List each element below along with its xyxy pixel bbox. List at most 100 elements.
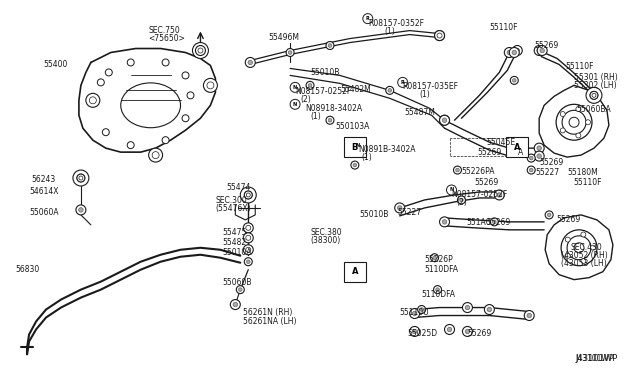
- Text: SEC.300: SEC.300: [216, 196, 247, 205]
- Text: 55269: 55269: [556, 215, 580, 224]
- Circle shape: [412, 311, 417, 316]
- Circle shape: [460, 198, 463, 202]
- Circle shape: [537, 48, 541, 53]
- Circle shape: [547, 213, 551, 217]
- FancyBboxPatch shape: [344, 262, 366, 282]
- Circle shape: [127, 142, 134, 149]
- Text: R: R: [366, 16, 370, 21]
- Circle shape: [497, 193, 502, 197]
- Circle shape: [590, 92, 598, 99]
- Circle shape: [562, 110, 586, 134]
- Text: 55226P: 55226P: [424, 255, 453, 264]
- Circle shape: [456, 168, 460, 172]
- Circle shape: [560, 128, 565, 133]
- Text: 55110F: 55110F: [565, 62, 593, 71]
- Circle shape: [290, 99, 300, 109]
- Circle shape: [576, 106, 581, 112]
- Circle shape: [230, 299, 240, 310]
- Circle shape: [527, 154, 535, 162]
- Circle shape: [152, 152, 159, 158]
- Circle shape: [162, 137, 169, 144]
- Circle shape: [418, 305, 426, 314]
- Circle shape: [433, 286, 442, 294]
- Circle shape: [591, 245, 595, 250]
- Text: 56830: 56830: [15, 265, 40, 274]
- Text: A: A: [351, 267, 358, 276]
- Circle shape: [487, 307, 492, 312]
- Circle shape: [431, 254, 438, 262]
- Circle shape: [196, 46, 204, 54]
- Text: B: B: [352, 142, 358, 152]
- Circle shape: [490, 218, 499, 226]
- Text: 55269: 55269: [477, 148, 502, 157]
- Circle shape: [567, 236, 591, 260]
- Text: N0891B-3402A: N0891B-3402A: [358, 145, 415, 154]
- Text: SEC.750: SEC.750: [148, 26, 180, 35]
- Circle shape: [465, 305, 470, 310]
- Text: A: A: [514, 142, 520, 152]
- Circle shape: [569, 117, 579, 127]
- Text: J43101WP: J43101WP: [575, 355, 618, 363]
- Circle shape: [127, 59, 134, 66]
- Text: 55474: 55474: [227, 183, 251, 192]
- Circle shape: [440, 217, 449, 227]
- Circle shape: [581, 232, 586, 237]
- Circle shape: [463, 302, 472, 312]
- Text: (43052 (RH): (43052 (RH): [561, 251, 608, 260]
- Circle shape: [509, 48, 519, 58]
- Circle shape: [436, 288, 439, 291]
- Circle shape: [244, 191, 252, 199]
- Text: 56243: 56243: [31, 175, 55, 184]
- Circle shape: [465, 329, 470, 334]
- Text: 55487M: 55487M: [404, 108, 436, 117]
- Circle shape: [86, 93, 100, 107]
- Circle shape: [527, 313, 531, 318]
- Circle shape: [458, 196, 465, 204]
- Circle shape: [148, 148, 163, 162]
- Text: 550103A: 550103A: [335, 122, 369, 131]
- Circle shape: [545, 211, 553, 219]
- Circle shape: [244, 258, 252, 266]
- Circle shape: [395, 203, 404, 213]
- Circle shape: [77, 174, 85, 182]
- Circle shape: [565, 237, 570, 242]
- Circle shape: [79, 176, 83, 180]
- Text: 55180M: 55180M: [567, 168, 598, 177]
- Circle shape: [79, 208, 83, 212]
- Text: N08157-0252F: N08157-0252F: [451, 190, 508, 199]
- Text: (1): (1): [385, 26, 396, 36]
- Text: <75650>: <75650>: [148, 33, 186, 42]
- Text: 55060A: 55060A: [29, 208, 59, 217]
- Text: (1): (1): [362, 153, 372, 162]
- Circle shape: [204, 78, 218, 92]
- Text: 55110F: 55110F: [573, 178, 602, 187]
- Circle shape: [245, 58, 255, 67]
- Text: 55226PA: 55226PA: [461, 167, 495, 176]
- Circle shape: [527, 166, 535, 174]
- Circle shape: [484, 305, 494, 314]
- Circle shape: [351, 161, 359, 169]
- Circle shape: [353, 140, 363, 150]
- Text: 55045E: 55045E: [486, 138, 515, 147]
- Circle shape: [187, 92, 194, 99]
- Circle shape: [440, 115, 449, 125]
- Circle shape: [236, 286, 244, 294]
- Circle shape: [447, 185, 456, 195]
- Text: 55496M: 55496M: [268, 33, 299, 42]
- Text: 55060BA: 55060BA: [576, 105, 611, 114]
- Circle shape: [246, 260, 250, 263]
- Circle shape: [507, 50, 511, 55]
- Circle shape: [512, 50, 516, 55]
- Circle shape: [592, 93, 596, 97]
- Circle shape: [243, 223, 253, 233]
- Circle shape: [73, 170, 89, 186]
- Circle shape: [534, 45, 544, 55]
- Text: R08157-035EF: R08157-035EF: [403, 82, 459, 92]
- Circle shape: [437, 33, 442, 38]
- Text: 55301 (RH): 55301 (RH): [574, 73, 618, 83]
- Circle shape: [412, 329, 417, 334]
- Circle shape: [435, 31, 445, 41]
- Circle shape: [442, 118, 447, 122]
- Circle shape: [328, 118, 332, 122]
- Text: R08157-0352F: R08157-0352F: [368, 19, 424, 28]
